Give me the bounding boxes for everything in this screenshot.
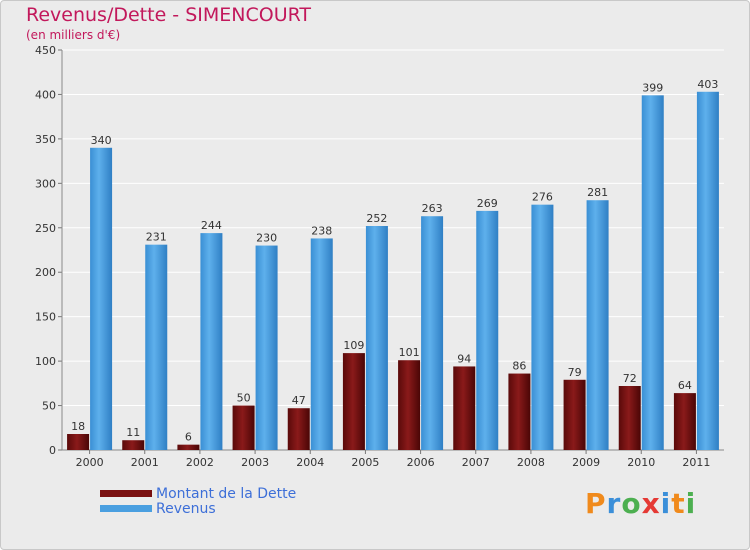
- legend-item-dette: Montant de la Dette: [100, 485, 297, 502]
- x-tick-label: 2002: [186, 456, 214, 469]
- logo-letter: i: [685, 487, 697, 520]
- data-label-revenus: 238: [311, 224, 332, 237]
- data-label-revenus: 399: [642, 81, 663, 94]
- y-tick-label: 0: [49, 444, 56, 457]
- bar-dette: [563, 379, 586, 450]
- data-label-revenus: 263: [422, 202, 443, 215]
- bar-revenus: [310, 238, 333, 450]
- legend-label-revenus: Revenus: [156, 500, 216, 517]
- data-label-revenus: 340: [91, 134, 112, 147]
- bar-revenus: [476, 210, 499, 450]
- y-tick-label: 450: [35, 44, 56, 57]
- bar-revenus: [145, 244, 168, 450]
- y-tick-label: 50: [42, 400, 56, 413]
- bar-dette: [287, 408, 310, 450]
- logo-letter: x: [641, 487, 661, 520]
- logo-letter: o: [621, 487, 642, 520]
- logo-letter: P: [585, 487, 607, 520]
- bar-revenus: [200, 233, 223, 450]
- y-tick-label: 100: [35, 355, 56, 368]
- logo-letter: t: [671, 487, 686, 520]
- chart-subtitle: (en milliers d'€): [26, 28, 121, 42]
- legend-swatch-revenus: [100, 505, 152, 512]
- data-label-dette: 101: [399, 346, 420, 359]
- bar-dette: [232, 405, 255, 450]
- data-label-dette: 86: [512, 360, 526, 373]
- data-label-dette: 72: [623, 372, 637, 385]
- data-label-dette: 11: [126, 426, 140, 439]
- plot-area: [62, 50, 724, 450]
- bar-revenus: [365, 226, 388, 450]
- x-tick-label: 2000: [76, 456, 104, 469]
- x-tick-label: 2007: [462, 456, 490, 469]
- data-label-revenus: 269: [477, 197, 498, 210]
- data-label-dette: 47: [292, 394, 306, 407]
- bar-dette: [453, 366, 476, 450]
- bar-revenus: [641, 95, 664, 450]
- bar-dette: [342, 353, 365, 450]
- x-tick-label: 2001: [131, 456, 159, 469]
- y-tick-label: 150: [35, 311, 56, 324]
- bar-dette: [508, 373, 531, 450]
- x-tick-label: 2005: [351, 456, 379, 469]
- data-label-revenus: 252: [366, 212, 387, 225]
- bar-dette: [67, 434, 90, 450]
- bar-revenus: [255, 245, 278, 450]
- bar-dette: [673, 393, 696, 450]
- bar-revenus: [90, 147, 113, 450]
- y-tick-label: 300: [35, 177, 56, 190]
- data-label-dette: 79: [568, 366, 582, 379]
- y-tick-label: 350: [35, 133, 56, 146]
- chart-title: Revenus/Dette - SIMENCOURT: [26, 4, 312, 26]
- y-tick-label: 400: [35, 88, 56, 101]
- data-label-revenus: 281: [587, 186, 608, 199]
- legend-swatch-dette: [100, 490, 152, 497]
- bar-dette: [398, 360, 421, 450]
- bar-dette: [122, 440, 145, 450]
- data-label-dette: 18: [71, 420, 85, 433]
- x-tick-label: 2004: [296, 456, 324, 469]
- data-label-dette: 94: [457, 352, 471, 365]
- data-label-revenus: 230: [256, 232, 277, 245]
- data-label-revenus: 244: [201, 219, 222, 232]
- bar-revenus: [421, 216, 444, 450]
- y-tick-label: 250: [35, 222, 56, 235]
- bar-dette: [618, 386, 641, 450]
- legend-item-revenus: Revenus: [100, 500, 296, 517]
- x-tick-label: 2003: [241, 456, 269, 469]
- data-label-dette: 6: [185, 431, 192, 444]
- data-label-dette: 109: [343, 339, 364, 352]
- x-tick-label: 2011: [682, 456, 710, 469]
- x-tick-label: 2006: [407, 456, 435, 469]
- legend-label-dette: Montant de la Dette: [156, 485, 297, 502]
- bar-revenus: [531, 204, 554, 450]
- bar-dette: [177, 444, 200, 450]
- data-label-dette: 50: [237, 392, 251, 405]
- legend: Montant de la Dette Revenus: [100, 485, 297, 517]
- logo-letter: r: [606, 487, 622, 520]
- bar-revenus: [696, 91, 719, 451]
- data-label-dette: 64: [678, 379, 692, 392]
- x-tick-label: 2009: [572, 456, 600, 469]
- y-tick-label: 200: [35, 266, 56, 279]
- x-tick-label: 2008: [517, 456, 545, 469]
- proxiti-logo: Proxiti: [585, 487, 696, 520]
- data-label-revenus: 403: [697, 78, 718, 91]
- bar-revenus: [586, 200, 609, 450]
- data-label-revenus: 276: [532, 191, 553, 204]
- x-tick-label: 2010: [627, 456, 655, 469]
- logo-letter: i: [660, 487, 672, 520]
- data-label-revenus: 231: [146, 231, 167, 244]
